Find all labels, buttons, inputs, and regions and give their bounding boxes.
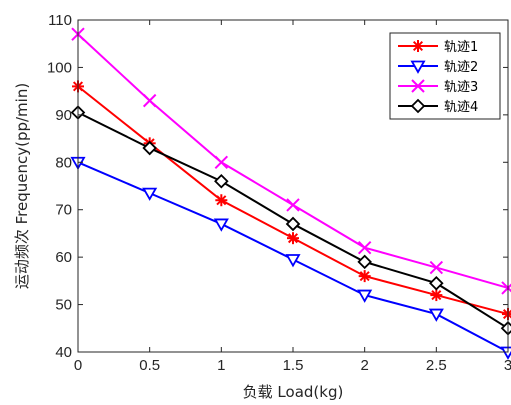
y-tick-label-1: 50 bbox=[55, 297, 72, 314]
x-tick-label-2: 1 bbox=[217, 357, 225, 374]
y-tick-label-3: 70 bbox=[55, 202, 72, 219]
data-point-s3-3 bbox=[286, 198, 300, 212]
ticks-layer: 0 0.5 1 1.5 2 2.5 3 40 50 60 70 80 90 100 110 bbox=[47, 12, 511, 374]
data-point-s3-5 bbox=[429, 260, 444, 275]
data-point-s1-4 bbox=[358, 270, 371, 283]
x-axis-label: 负载 Load(kg) bbox=[243, 383, 344, 401]
y-tick-label-4: 80 bbox=[55, 154, 72, 171]
data-point-s1-2 bbox=[215, 194, 228, 207]
legend-marker-4 bbox=[410, 98, 426, 114]
y-tick-label-7: 110 bbox=[48, 12, 72, 29]
x-tick-label-5: 2.5 bbox=[426, 357, 447, 374]
y-tick-label-6: 100 bbox=[47, 59, 72, 76]
y-tick-label-0: 40 bbox=[55, 344, 72, 361]
data-point-s3-4 bbox=[357, 240, 372, 255]
y-tick-label-2: 60 bbox=[55, 249, 72, 266]
y-tick-label-5: 90 bbox=[55, 107, 72, 124]
legend-label-1: 轨迹1 bbox=[444, 40, 478, 55]
data-point-s2-5 bbox=[428, 308, 444, 322]
data-point-s2-3 bbox=[285, 254, 301, 268]
legend: 轨迹1 轨迹2 轨迹3 轨迹4 bbox=[389, 32, 501, 120]
legend-label-4: 轨迹4 bbox=[444, 100, 478, 115]
x-tick-label-1: 0.5 bbox=[139, 357, 160, 374]
data-point-s2-4 bbox=[357, 289, 373, 303]
data-point-s4-2 bbox=[214, 173, 229, 189]
legend-label-3: 轨迹3 bbox=[444, 80, 478, 95]
data-point-s1-5 bbox=[430, 289, 443, 302]
legend-label-2: 轨迹2 bbox=[444, 60, 478, 75]
data-point-s4-5 bbox=[429, 275, 444, 291]
data-point-s3-2 bbox=[214, 155, 229, 169]
data-point-s4-1 bbox=[142, 140, 157, 156]
x-tick-label-3: 1.5 bbox=[283, 357, 304, 374]
legend-marker-2 bbox=[410, 60, 426, 74]
data-point-s4-3 bbox=[285, 216, 301, 232]
legend-marker-1 bbox=[412, 40, 424, 52]
data-point-s2-1 bbox=[142, 187, 158, 201]
x-tick-label-6: 3 bbox=[504, 357, 511, 374]
x-tick-label-0: 0 bbox=[74, 357, 82, 374]
data-point-s4-4 bbox=[357, 254, 372, 270]
y-axis-label: 运动频次 Frequency(pp/min) bbox=[13, 83, 31, 289]
legend-box bbox=[389, 32, 501, 120]
data-point-s2-2 bbox=[213, 218, 229, 232]
legend-marker-3 bbox=[411, 79, 425, 93]
data-point-s3-1 bbox=[142, 93, 157, 108]
x-tick-label-4: 2 bbox=[360, 357, 368, 374]
data-point-s1-3 bbox=[287, 232, 299, 245]
